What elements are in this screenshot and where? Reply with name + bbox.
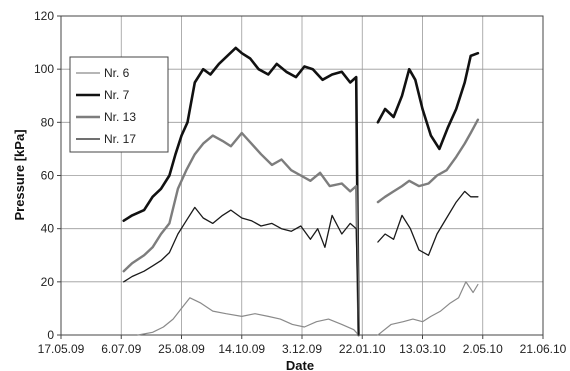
series-line-nr-17 — [123, 190, 479, 336]
x-axis-ticks: 17.05.09 6.07.09 25.08.09 14.10.09 3.12.09 22… — [38, 335, 567, 356]
x-tick-label: 3.12.09 — [282, 342, 322, 356]
legend-items: Nr. 6 Nr. 7 Nr. 13 Nr. 17 — [76, 66, 136, 146]
y-tick-label: 100 — [34, 62, 54, 76]
x-tick-label: 6.07.09 — [101, 342, 141, 356]
legend-label-nr-17: Nr. 17 — [104, 132, 136, 146]
x-tick-label: 2.05.10 — [463, 342, 503, 356]
y-axis-title: Pressure [kPa] — [12, 129, 27, 220]
series-line-nr-13 — [122, 118, 480, 337]
y-tick-label: 120 — [34, 9, 54, 23]
x-axis-title: Date — [286, 358, 314, 371]
legend-label-nr-13: Nr. 13 — [104, 110, 136, 124]
series-layer — [122, 46, 480, 337]
x-tick-label: 21.06.10 — [520, 342, 567, 356]
x-tick-label: 13.03.10 — [399, 342, 446, 356]
legend-label-nr-7: Nr. 7 — [104, 88, 130, 102]
x-tick-label: 14.10.09 — [218, 342, 265, 356]
y-tick-label: 80 — [41, 115, 55, 129]
y-tick-label: 0 — [47, 328, 54, 342]
y-tick-label: 60 — [41, 169, 55, 183]
x-tick-label: 22.01.10 — [339, 342, 386, 356]
x-tick-label: 25.08.09 — [158, 342, 205, 356]
y-tick-label: 40 — [41, 222, 55, 236]
series-line-nr-6 — [137, 281, 479, 336]
series-line-nr-7 — [122, 46, 480, 337]
y-tick-label: 20 — [41, 275, 55, 289]
legend-label-nr-6: Nr. 6 — [104, 66, 130, 80]
legend: Nr. 6 Nr. 7 Nr. 13 Nr. 17 — [69, 56, 169, 153]
x-tick-label: 17.05.09 — [38, 342, 85, 356]
y-axis-ticks: 0 20 40 60 80 100 120 — [34, 9, 61, 342]
